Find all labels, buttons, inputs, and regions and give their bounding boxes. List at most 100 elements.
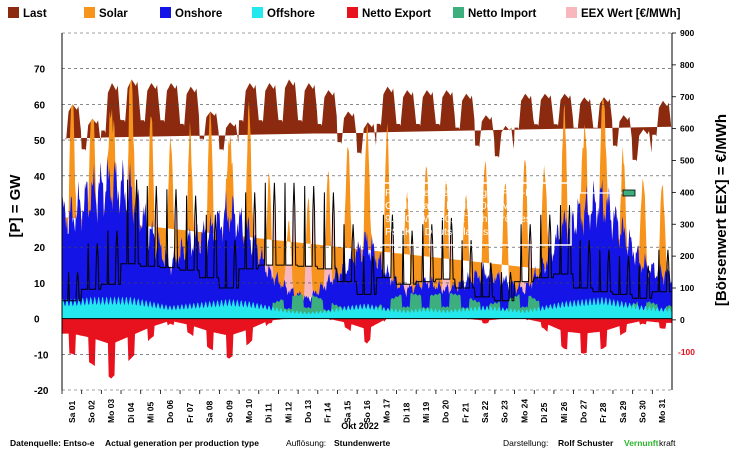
series-areas (62, 79, 672, 379)
footer-resolution-value: Stundenwerte (334, 438, 390, 448)
footer-credit-label: Darstellung: (503, 438, 548, 448)
legend-swatch (160, 7, 171, 18)
x-tick-label: So 02 (87, 400, 97, 423)
right-tick-label: 400 (680, 187, 694, 197)
x-tick-label: Do 20 (441, 400, 451, 423)
x-tick-label: Do 13 (303, 400, 313, 423)
x-tick-label: Do 27 (579, 400, 589, 423)
right-axis-ticks: 900 800 700 600 500 400 300 200 100 0 -100 (672, 28, 695, 357)
right-tick-label: 0 (680, 315, 685, 325)
legend-item: Netto Import (453, 7, 537, 20)
x-tick-label: So 09 (224, 400, 234, 423)
legend-label: Last (23, 8, 47, 20)
right-tick-label: 100 (680, 283, 694, 293)
legend-swatch (566, 7, 577, 18)
left-tick-label: 60 (34, 100, 46, 111)
footer-resolution-label: Auflösung: (286, 438, 326, 448)
annotation-frame (379, 182, 572, 246)
legend-swatch (8, 7, 19, 18)
legend-item: Offshore (252, 7, 315, 20)
legend-label: Netto Export (362, 8, 431, 20)
annotation-text: Pumpspeichervermögen PSp-KW Goldisthal: 9… (385, 187, 542, 238)
x-tick-label: Mi 19 (421, 401, 431, 423)
footer-source-label: Datenquelle: Entso-e (10, 438, 95, 448)
x-tick-label: Fr 21 (460, 402, 470, 423)
series-onshore (62, 158, 672, 319)
left-tick-label: -10 (34, 350, 49, 361)
right-tick-label: 800 (680, 60, 694, 70)
footer: Datenquelle: Entso-e Actual generation p… (10, 438, 676, 448)
right-tick-label: 900 (680, 28, 694, 38)
x-tick-label: Di 18 (401, 402, 411, 423)
left-tick-label: 40 (34, 172, 46, 183)
legend-swatch (347, 7, 358, 18)
x-tick-label: Mi 05 (146, 401, 156, 423)
right-tick-label: 200 (680, 251, 694, 261)
x-tick-label: So 16 (362, 400, 372, 423)
legend-label: Offshore (267, 8, 315, 20)
legend-swatch (453, 7, 464, 18)
right-tick-label: 600 (680, 124, 694, 134)
legend-label: EEX Wert [€/MWh] (581, 8, 681, 20)
x-tick-label: Di 25 (539, 402, 549, 423)
footer-brand-green: Vernunft (624, 438, 659, 448)
x-tick-label: Do 06 (165, 400, 175, 423)
legend-item: Netto Export (347, 7, 431, 20)
series-last (62, 79, 672, 162)
x-tick-label: Mo 10 (244, 399, 254, 423)
series-offshore (62, 296, 672, 319)
right-axis-label: [Börsenwert EEX] = €/MWh (713, 114, 730, 306)
left-tick-label: 10 (34, 279, 46, 290)
right-tick-label: 500 (680, 156, 694, 166)
series-solar (62, 79, 672, 303)
x-tick-label: Fr 14 (323, 402, 333, 423)
left-axis-ticks: 70 60 50 40 30 20 10 0 -10 -20 (34, 65, 49, 397)
legend-swatch (84, 7, 95, 18)
x-tick-label: Di 11 (264, 403, 274, 423)
legend-label: Netto Import (468, 8, 537, 20)
footer-credit-name: Rolf Schuster (558, 438, 614, 448)
legend-label: Onshore (175, 8, 222, 20)
annotation-marker (622, 189, 636, 197)
series-netto-export (62, 318, 672, 379)
left-tick-label: 30 (34, 208, 46, 219)
legend-item: Last (8, 7, 47, 20)
x-axis-label: Okt 2022 (341, 421, 379, 431)
left-tick-label: 20 (34, 243, 46, 254)
x-tick-label: Fr 28 (598, 402, 608, 423)
x-tick-label: So 30 (638, 400, 648, 423)
left-tick-label: 0 (34, 315, 40, 326)
x-tick-label: Mo 24 (519, 399, 529, 423)
gridlines (62, 32, 672, 391)
right-tick-label: 300 (680, 219, 694, 229)
footer-source-value: Actual generation per production type (105, 438, 259, 448)
left-axis-label: [P] = GW (7, 174, 24, 238)
left-tick-label: -20 (34, 386, 49, 397)
legend-item: Onshore (160, 7, 222, 20)
x-tick-label: Sa 15 (342, 401, 352, 423)
x-tick-label: Mo 03 (106, 399, 116, 423)
annotation-box: Pumpspeichervermögen PSp-KW Goldisthal: 9… (379, 182, 636, 246)
x-tick-label: Sa 29 (618, 401, 628, 423)
x-tick-label: So 23 (500, 400, 510, 423)
legend-label: Solar (99, 8, 128, 20)
x-tick-label: Mi 12 (283, 401, 293, 423)
x-tick-label: Mo 17 (382, 399, 392, 423)
left-tick-label: 50 (34, 136, 46, 147)
x-axis-ticks: Sa 01 So 02 Mo 03 Di 04 Mi 05 Do 06 Fr 07 Sa 08… (61, 390, 667, 423)
chart-legend: Last Solar Onshore Offshore Netto Export Nett… (8, 7, 681, 20)
x-tick-label: Di 04 (126, 402, 136, 423)
left-tick-label: 70 (34, 65, 46, 76)
right-tick-label: 700 (680, 92, 694, 102)
legend-swatch (252, 7, 263, 18)
x-tick-label: Mi 26 (559, 401, 569, 423)
right-tick-label-negative: -100 (678, 347, 695, 357)
series-eex-line (62, 179, 672, 302)
x-tick-label: Sa 01 (67, 401, 77, 423)
legend-item: Solar (84, 7, 128, 20)
x-tick-label: Sa 22 (480, 401, 490, 423)
x-tick-label: Sa 08 (205, 401, 215, 423)
footer-brand-black: kraft (659, 438, 676, 448)
